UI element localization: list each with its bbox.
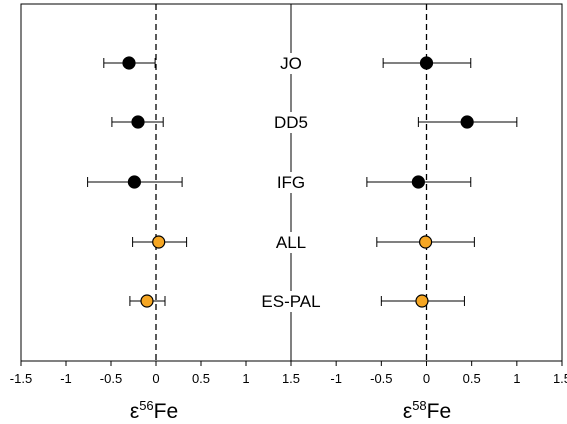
x-tick-label: 1 (513, 371, 520, 386)
x-tick-label: 0 (152, 371, 159, 386)
data-point-dd5 (460, 115, 474, 129)
category-label: ES-PAL (261, 292, 320, 311)
category-label-bg (277, 53, 305, 74)
category-label-bg (270, 112, 312, 133)
x-tick-label: -1 (60, 371, 72, 386)
category-label-bg (273, 172, 309, 193)
category-label-bg (258, 291, 324, 312)
category-label: IFG (277, 173, 305, 192)
data-point-all (152, 235, 166, 249)
category-label: DD5 (274, 113, 308, 132)
x-tick-label: 0.5 (463, 371, 481, 386)
x-tick-label: -1.5 (10, 371, 32, 386)
data-point-es-pal (140, 294, 154, 308)
x-tick-label: -1 (330, 371, 342, 386)
x-tick-label: -0.5 (370, 371, 392, 386)
data-point-ifg (127, 175, 141, 189)
category-label: ALL (276, 233, 306, 252)
x-tick-label: -0.5 (100, 371, 122, 386)
data-point-jo (419, 56, 434, 70)
data-point-dd5 (131, 115, 145, 129)
x-tick-label: 1.5 (553, 371, 567, 386)
x-tick-label: 1 (242, 371, 249, 386)
data-point-all (418, 235, 433, 249)
x-tick-label: 1.5 (282, 371, 300, 386)
x-tick-label: 0 (423, 371, 430, 386)
data-point-ifg (411, 175, 425, 189)
data-point-jo (122, 56, 136, 70)
category-label: JO (280, 54, 302, 73)
x-tick-label: 0.5 (192, 371, 210, 386)
left-axis-title: ε56Fe (130, 398, 178, 423)
category-label-bg (272, 232, 310, 253)
data-point-es-pal (415, 294, 429, 308)
right-axis-title: ε58Fe (403, 398, 451, 423)
